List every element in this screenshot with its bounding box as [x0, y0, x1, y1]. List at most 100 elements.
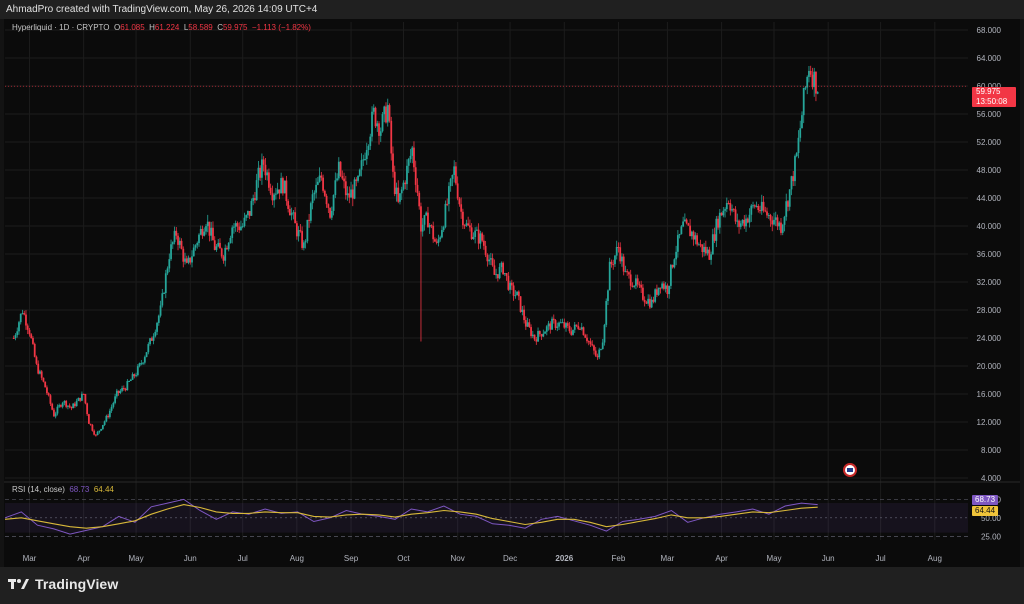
- candle-body: [222, 256, 225, 261]
- candle-body: [582, 327, 585, 336]
- candle-body: [523, 309, 525, 321]
- candle-body: [467, 223, 470, 226]
- time-tick-label: Dec: [503, 554, 517, 563]
- tradingview-logo-icon: [8, 579, 29, 589]
- time-tick-label: Mar: [23, 554, 37, 563]
- candle-body: [229, 237, 232, 243]
- candle-body: [631, 285, 634, 287]
- candle-body: [795, 153, 798, 157]
- candle-body: [558, 322, 560, 327]
- candle-body: [794, 156, 796, 182]
- candle-body: [607, 290, 609, 302]
- candle-body: [451, 174, 454, 179]
- candle-body: [234, 223, 237, 227]
- candle-body: [365, 150, 368, 160]
- candle-body: [544, 331, 546, 334]
- candle-body: [332, 195, 335, 211]
- candle-body: [601, 342, 604, 350]
- candle-body: [689, 225, 692, 237]
- candle-body: [273, 194, 276, 201]
- candle-body: [360, 160, 363, 170]
- candle-body: [131, 374, 134, 380]
- candle-body: [792, 176, 795, 182]
- price-tick-label: 24.000: [977, 334, 1002, 343]
- candle-body: [437, 239, 440, 243]
- candle-body: [224, 247, 227, 261]
- event-flag-icon[interactable]: [843, 463, 857, 477]
- candle-body: [449, 178, 452, 187]
- candle-body: [498, 266, 501, 279]
- candle-body: [357, 175, 359, 181]
- candle-body: [407, 159, 410, 166]
- candle-body: [35, 356, 38, 364]
- candle-body: [142, 362, 144, 364]
- price-tick-label: 20.000: [977, 362, 1002, 371]
- candle-body: [704, 246, 707, 254]
- tradingview-logo[interactable]: TradingView: [8, 576, 118, 592]
- candle-body: [330, 210, 333, 218]
- candle-body: [60, 405, 62, 407]
- price-tick-label: 40.000: [977, 222, 1002, 231]
- candle-body: [482, 240, 485, 246]
- candle-body: [559, 322, 562, 324]
- price-tick-label: 32.000: [977, 278, 1002, 287]
- candle-body: [385, 106, 387, 123]
- candle-body: [811, 74, 814, 88]
- candle-body: [30, 334, 33, 339]
- candle-body: [393, 171, 396, 195]
- candle-body: [89, 423, 92, 425]
- candle-body: [323, 190, 326, 196]
- candle-body: [309, 203, 312, 221]
- price-tick-label: 60.000: [977, 82, 1002, 91]
- candle-body: [238, 226, 241, 231]
- candle-body: [780, 222, 782, 233]
- candle-body: [753, 205, 756, 207]
- candle-body: [755, 205, 758, 207]
- candle-body: [538, 331, 541, 335]
- candle-body: [661, 283, 664, 289]
- candle-body: [577, 325, 580, 329]
- candle-body: [591, 344, 594, 346]
- price-tick-label: 12.000: [977, 418, 1002, 427]
- candle-body: [87, 414, 90, 424]
- footer-bar: [0, 567, 1024, 604]
- candle-body: [593, 345, 595, 351]
- candle-body: [133, 374, 136, 377]
- price-tick-label: 28.000: [977, 306, 1002, 315]
- candle-body: [470, 227, 473, 240]
- candle-body: [752, 205, 754, 207]
- candle-body: [61, 402, 64, 407]
- candle-body: [413, 147, 415, 168]
- candle-body: [53, 409, 55, 417]
- candle-body: [274, 193, 277, 195]
- candle-body: [666, 285, 669, 295]
- candle-body: [192, 247, 195, 257]
- candle-body: [463, 225, 466, 227]
- candle-body: [804, 87, 807, 89]
- candle-body: [12, 338, 15, 339]
- candle-body: [816, 92, 819, 94]
- candle-body: [185, 258, 188, 263]
- candle-body: [208, 221, 211, 236]
- candle-body: [628, 272, 630, 275]
- candle-body: [171, 242, 174, 245]
- candle-body: [400, 189, 403, 194]
- time-tick-label: May: [129, 554, 144, 563]
- candle-body: [519, 296, 522, 312]
- time-tick-label: Feb: [612, 554, 626, 563]
- candle-body: [750, 205, 753, 215]
- candle-body: [107, 415, 110, 418]
- candle-body: [145, 352, 148, 358]
- candle-body: [259, 167, 262, 178]
- candle-body: [566, 323, 569, 326]
- candle-body: [56, 406, 59, 414]
- candle-body: [598, 349, 601, 358]
- candle-body: [690, 231, 693, 237]
- header-text: AhmadPro created with TradingView.com, M…: [6, 4, 318, 15]
- time-tick-label: Sep: [344, 554, 359, 563]
- candle-body: [552, 318, 555, 321]
- candle-body: [168, 259, 171, 269]
- candle-body: [271, 193, 274, 201]
- price-tick-label: 44.000: [977, 194, 1002, 203]
